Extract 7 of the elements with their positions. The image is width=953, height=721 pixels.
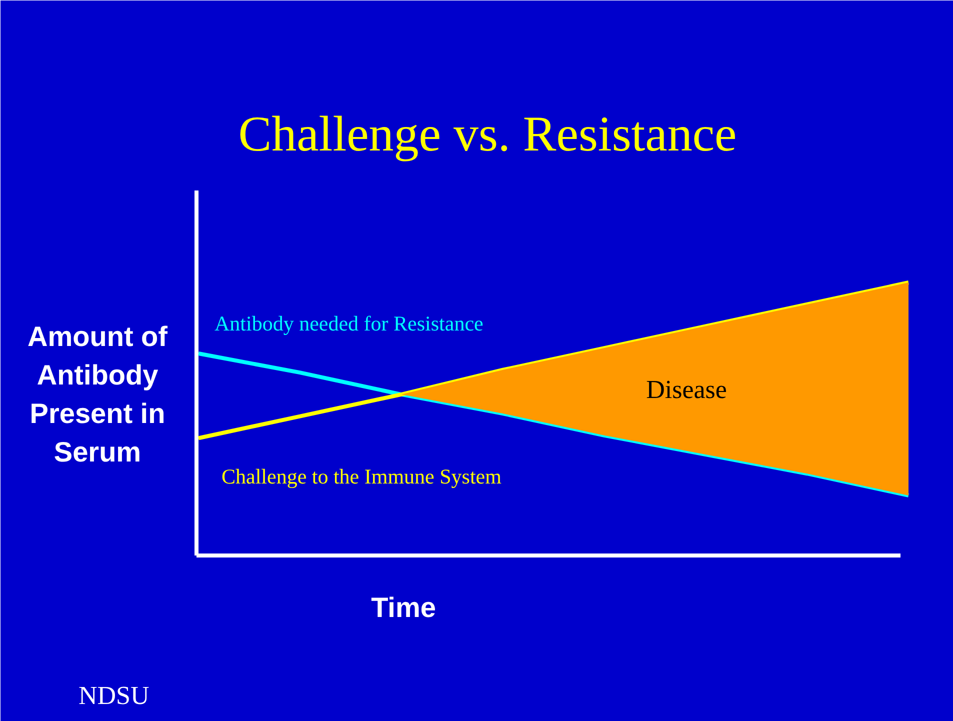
chart-title: Challenge vs. Resistance xyxy=(238,106,737,162)
series-label: Challenge to the Immune System xyxy=(222,464,502,488)
series-label: Antibody needed for Resistance xyxy=(214,312,484,336)
annotation: Disease xyxy=(646,375,727,404)
x-axis-title: Time xyxy=(371,592,436,623)
text: NDSU xyxy=(78,681,150,710)
y-axis-title: Amount of Antibody Present in Serum xyxy=(28,321,168,468)
